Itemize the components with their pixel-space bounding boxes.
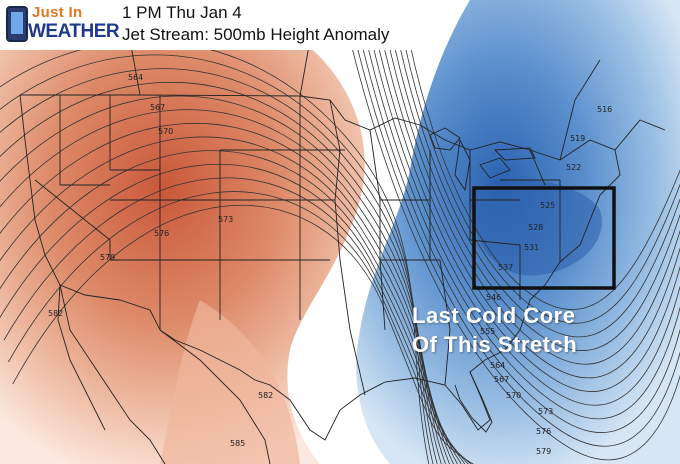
contour-label: 564 — [490, 361, 505, 370]
mexico-border — [59, 284, 271, 464]
contour-label: 573 — [218, 215, 233, 224]
height-contour-line — [0, 40, 430, 464]
annotation-line-1: Last Cold Core — [412, 303, 576, 328]
contour-label: 564 — [128, 73, 143, 82]
contour-label: 582 — [48, 309, 63, 318]
contour-label: 522 — [566, 163, 581, 172]
contour-label: 546 — [486, 293, 501, 302]
valid-time-label: 1 PM Thu Jan 4 — [122, 3, 242, 22]
contour-label: 531 — [524, 243, 539, 252]
height-contour-line — [3, 177, 469, 464]
contour-label: 573 — [538, 407, 553, 416]
us-boundaries — [19, 39, 666, 464]
contour-label: 567 — [494, 375, 509, 384]
height-contour-line — [379, 0, 680, 365]
contour-label: 576 — [154, 229, 169, 238]
us-outline — [19, 94, 621, 441]
contour-label: 519 — [570, 134, 585, 143]
height-contour-line — [390, 0, 680, 338]
height-contour-line — [8, 191, 472, 464]
florida-peninsula — [454, 371, 493, 433]
height-contour-line — [373, 0, 680, 379]
contour-label: 579 — [100, 253, 115, 262]
height-contour-line — [362, 0, 680, 406]
product-title: Jet Stream: 500mb Height Anomaly — [122, 25, 390, 44]
warm-anomaly-region — [0, 40, 365, 464]
cold-anomaly-core — [470, 179, 602, 276]
annotation-line-2: Of This Stretch — [412, 332, 578, 357]
header-panel: Just In WEATHER 1 PM Thu Jan 4 Jet Strea… — [0, 0, 430, 50]
contour-label: 579 — [536, 447, 551, 456]
height-contour-line — [356, 0, 680, 420]
height-contour-line — [401, 0, 680, 310]
contour-label: 585 — [230, 439, 245, 448]
contour-label: 567 — [150, 103, 165, 112]
contour-label: 570 — [158, 127, 173, 136]
height-contour-line — [0, 136, 458, 464]
height-contour-line — [351, 0, 680, 433]
contour-label: 570 — [506, 391, 521, 400]
contour-label: 582 — [258, 391, 273, 400]
great-lakes — [429, 127, 536, 192]
contour-label: 576 — [536, 427, 551, 436]
height-contour-line — [0, 68, 438, 464]
state-lines-east — [469, 149, 561, 300]
phone-icon — [6, 6, 28, 42]
warm-anomaly-southwest — [160, 300, 300, 464]
height-contour-line — [340, 0, 680, 461]
contour-label: 537 — [498, 263, 513, 272]
height-contour-line — [384, 0, 680, 351]
contour-labels: 564 567 570 573 576 579 582 582 585 516 … — [48, 73, 612, 456]
baja-peninsula — [57, 284, 106, 431]
height-contour-line — [368, 0, 680, 392]
height-contour-line — [395, 0, 680, 324]
just-in-weather-logo: Just In WEATHER — [6, 4, 120, 46]
height-contour-line — [345, 0, 680, 447]
state-lines-central — [299, 96, 451, 396]
height-contour-line — [0, 163, 466, 464]
contour-label: 525 — [540, 201, 555, 210]
contour-label: 516 — [597, 105, 612, 114]
state-lines-west — [34, 95, 330, 330]
height-contour-line — [0, 54, 434, 464]
logo-text-top: Just In — [32, 4, 83, 21]
contour-label: 528 — [528, 223, 543, 232]
canada-provinces — [129, 39, 666, 161]
cold-core-highlight-box — [472, 186, 616, 290]
logo-text-bottom: WEATHER — [28, 21, 120, 42]
height-contour-line — [12, 204, 474, 464]
contour-label: 555 — [480, 327, 495, 336]
